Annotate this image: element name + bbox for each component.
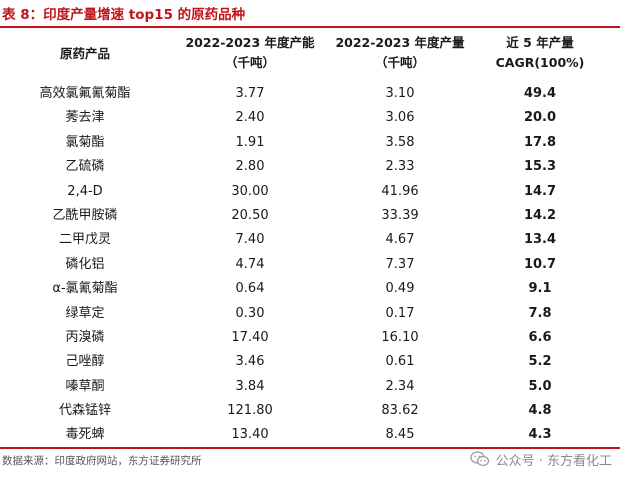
table-row: 乙酰甲胺磷 20.50 33.39 14.2: [0, 204, 620, 228]
watermark: 公众号 · 东方看化工: [469, 448, 612, 470]
table-row: 高效氯氟氰菊酯 3.77 3.10 49.4: [0, 82, 620, 106]
product-name: 代森锰锌: [58, 403, 111, 419]
table-row: 磷化铝 4.74 7.37 10.7: [0, 253, 620, 277]
capacity-value: 4.74: [235, 256, 265, 272]
cagr-value: 9.1: [528, 281, 552, 297]
output-value: 2.33: [385, 159, 415, 175]
header-product: 原药产品: [59, 46, 110, 61]
capacity-value: 0.30: [235, 305, 265, 321]
table-row: 丙溴磷 17.40 16.10 6.6: [0, 326, 620, 350]
capacity-value: 2.80: [235, 159, 265, 175]
table-row: 2,4-D 30.00 41.96 14.7: [0, 180, 620, 204]
capacity-value: 20.50: [231, 207, 269, 223]
product-name: 毒死蜱: [65, 427, 105, 443]
cagr-value: 13.4: [523, 232, 557, 248]
table-title: 表 8：印度产量增速 top15 的原药品种: [2, 7, 246, 23]
output-value: 0.49: [385, 281, 415, 297]
table-row: 嗪草酮 3.84 2.34 5.0: [0, 375, 620, 399]
header-output-unit: （千吨）: [374, 55, 425, 70]
output-value: 8.45: [385, 427, 415, 443]
product-name: 莠去津: [65, 110, 105, 126]
capacity-value: 2.40: [235, 110, 265, 126]
product-name: 嗪草酮: [65, 378, 105, 394]
output-value: 41.96: [381, 183, 419, 199]
table-header: 原药产品 2022-2023 年度产能 （千吨） 2022-2023 年度产量 …: [0, 33, 620, 81]
header-capacity: 2022-2023 年度产能 （千吨）: [170, 33, 330, 73]
capacity-value: 17.40: [231, 329, 269, 345]
capacity-value: 7.40: [235, 232, 265, 248]
table-row: 代森锰锌 121.80 83.62 4.8: [0, 399, 620, 423]
product-name: 乙硫磷: [65, 159, 105, 175]
header-cagr-line2: CAGR(100%): [495, 55, 585, 70]
cagr-value: 4.8: [528, 403, 552, 419]
cagr-value: 20.0: [523, 110, 557, 126]
cagr-value: 17.8: [523, 134, 557, 150]
output-value: 83.62: [381, 403, 419, 419]
table-row: 己唑醇 3.46 0.61 5.2: [0, 350, 620, 374]
cagr-value: 15.3: [523, 159, 557, 175]
header-output-line1: 2022-2023 年度产量: [335, 35, 465, 50]
watermark-text: 公众号 · 东方看化工: [495, 453, 612, 469]
capacity-value: 0.64: [235, 281, 265, 297]
product-name: 乙酰甲胺磷: [52, 207, 118, 223]
output-value: 0.17: [385, 305, 415, 321]
header-capacity-line1: 2022-2023 年度产能: [185, 35, 315, 50]
cagr-value: 10.7: [523, 256, 557, 272]
output-value: 33.39: [381, 207, 419, 223]
wechat-icon: [469, 451, 489, 467]
header-cagr: 近 5 年产量 CAGR(100%): [460, 33, 620, 73]
product-name: 磷化铝: [65, 256, 105, 272]
product-name: 2,4-D: [67, 183, 103, 199]
capacity-value: 13.40: [231, 427, 269, 443]
source-note: 数据来源：印度政府网站，东方证券研究所: [2, 455, 202, 467]
product-name: 二甲戊灵: [58, 232, 111, 248]
table-row: 毒死蜱 13.40 8.45 4.3: [0, 423, 620, 447]
bottom-rule: [0, 447, 620, 449]
capacity-value: 121.80: [227, 403, 273, 419]
output-value: 2.34: [385, 378, 415, 394]
output-value: 3.58: [385, 134, 415, 150]
capacity-value: 3.77: [235, 86, 265, 101]
capacity-value: 30.00: [231, 183, 269, 199]
table-row: 二甲戊灵 7.40 4.67 13.4: [0, 228, 620, 252]
cagr-value: 5.2: [528, 354, 552, 370]
cagr-value: 7.8: [528, 305, 552, 321]
output-value: 3.06: [385, 110, 415, 126]
table-row: 莠去津 2.40 3.06 20.0: [0, 106, 620, 130]
table-row: 绿草定 0.30 0.17 7.8: [0, 302, 620, 326]
capacity-value: 3.46: [235, 354, 265, 370]
cagr-value: 14.2: [523, 207, 557, 223]
cagr-value: 5.0: [528, 378, 552, 394]
capacity-value: 3.84: [235, 378, 265, 394]
output-value: 4.67: [385, 232, 415, 248]
product-name: 丙溴磷: [65, 329, 105, 345]
cagr-value: 6.6: [528, 329, 552, 345]
table-row: 氯菊酯 1.91 3.58 17.8: [0, 131, 620, 155]
output-value: 0.61: [385, 354, 415, 370]
capacity-value: 1.91: [235, 134, 265, 150]
product-name: 高效氯氟氰菊酯: [39, 86, 131, 101]
table-row: α-氯氰菊酯 0.64 0.49 9.1: [0, 277, 620, 301]
header-cagr-line1: 近 5 年产量: [506, 35, 574, 50]
output-value: 3.10: [385, 86, 415, 101]
product-name: α-氯氰菊酯: [52, 281, 118, 297]
table-body: 高效氯氟氰菊酯 3.77 3.10 49.4 莠去津 2.40 3.06 20.0 氯菊酯 1.9…: [0, 82, 620, 448]
output-value: 16.10: [381, 329, 419, 345]
header-output: 2022-2023 年度产量 （千吨）: [320, 33, 480, 73]
cagr-value: 49.4: [523, 86, 557, 101]
product-name: 氯菊酯: [65, 134, 105, 150]
header-capacity-unit: （千吨）: [224, 55, 275, 70]
cagr-value: 14.7: [523, 183, 557, 199]
top-rule: [0, 26, 620, 28]
product-name: 己唑醇: [65, 354, 105, 370]
output-value: 7.37: [385, 256, 415, 272]
table-row: 乙硫磷 2.80 2.33 15.3: [0, 155, 620, 179]
product-name: 绿草定: [65, 305, 105, 321]
cagr-value: 4.3: [528, 427, 552, 443]
